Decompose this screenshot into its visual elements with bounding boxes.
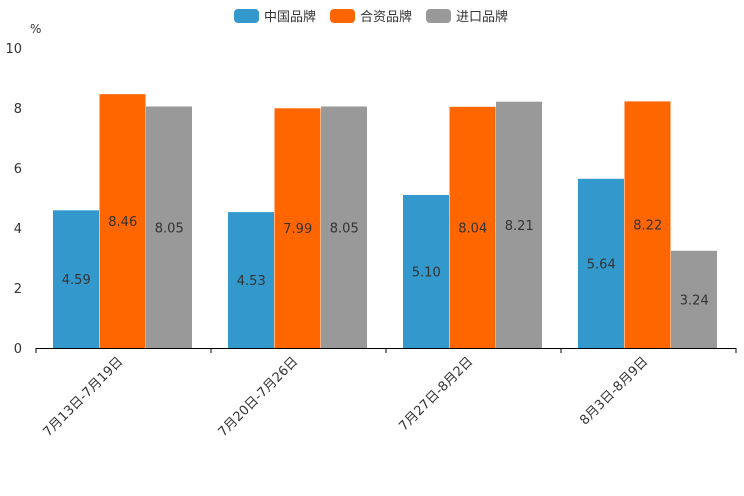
legend-swatch-2[interactable] (330, 9, 355, 23)
bar-1-4[interactable] (578, 178, 624, 348)
x-tick-label-1: 7月13日-7月19日 (41, 354, 127, 440)
bar-value-label-3-2: 8.05 (330, 221, 359, 236)
x-tick-label-3: 7月27日-8月2日 (396, 354, 476, 434)
bar-value-label-1-4: 5.64 (587, 257, 616, 272)
legend: 中国品牌 合资品牌 进口品牌 (234, 9, 508, 25)
bar-value-label-1-2: 4.53 (237, 274, 266, 289)
legend-label-3[interactable]: 进口品牌 (456, 9, 508, 25)
bar-3-2[interactable] (321, 106, 367, 349)
bar-value-label-3-4: 3.24 (680, 293, 709, 308)
legend-label-1[interactable]: 中国品牌 (264, 9, 316, 25)
y-tick-label-4: 4 (14, 222, 22, 237)
bar-value-label-2-2: 7.99 (283, 222, 312, 237)
bar-value-label-3-3: 8.21 (505, 219, 534, 234)
bar-value-label-1-1: 4.59 (62, 273, 91, 288)
bars (53, 94, 717, 349)
bar-3-3[interactable] (496, 101, 542, 348)
bar-1-2[interactable] (228, 212, 274, 348)
y-axis: 0 2 4 6 8 10 (5, 42, 22, 357)
bar-2-2[interactable] (274, 108, 321, 348)
bar-value-label-3-1: 8.05 (155, 221, 184, 236)
y-tick-label-10: 10 (5, 42, 22, 57)
x-tick-label-4: 8月3日-8月9日 (577, 354, 651, 428)
bar-value-label-2-1: 8.46 (108, 215, 137, 230)
y-axis-unit: % (30, 22, 41, 36)
bar-2-3[interactable] (449, 106, 496, 348)
y-tick-label-2: 2 (14, 282, 22, 297)
legend-label-2[interactable]: 合资品牌 (360, 9, 412, 25)
bar-2-1[interactable] (99, 94, 146, 348)
bar-value-label-2-3: 8.04 (458, 221, 487, 236)
bar-3-4[interactable] (671, 250, 717, 348)
legend-swatch-3[interactable] (426, 9, 451, 23)
x-axis: 7月13日-7月19日 7月20日-7月26日 7月27日-8月2日 8月3日-8月9… (35, 348, 737, 440)
y-tick-label-6: 6 (14, 162, 22, 177)
legend-swatch-1[interactable] (234, 9, 259, 23)
bar-value-label-2-4: 8.22 (633, 219, 662, 234)
x-tick-label-2: 7月20日-7月26日 (216, 354, 302, 440)
bar-3-1[interactable] (146, 106, 192, 349)
bar-labels: 4.59 8.46 8.05 4.53 7.99 8.05 5.10 8.04 8.21 5.64… (62, 215, 709, 308)
y-tick-label-8: 8 (14, 102, 22, 117)
bar-1-1[interactable] (53, 210, 99, 348)
bar-2-4[interactable] (624, 101, 671, 349)
bar-1-3[interactable] (403, 195, 449, 348)
bar-value-label-1-3: 5.10 (412, 266, 441, 281)
y-tick-label-0: 0 (14, 342, 22, 357)
